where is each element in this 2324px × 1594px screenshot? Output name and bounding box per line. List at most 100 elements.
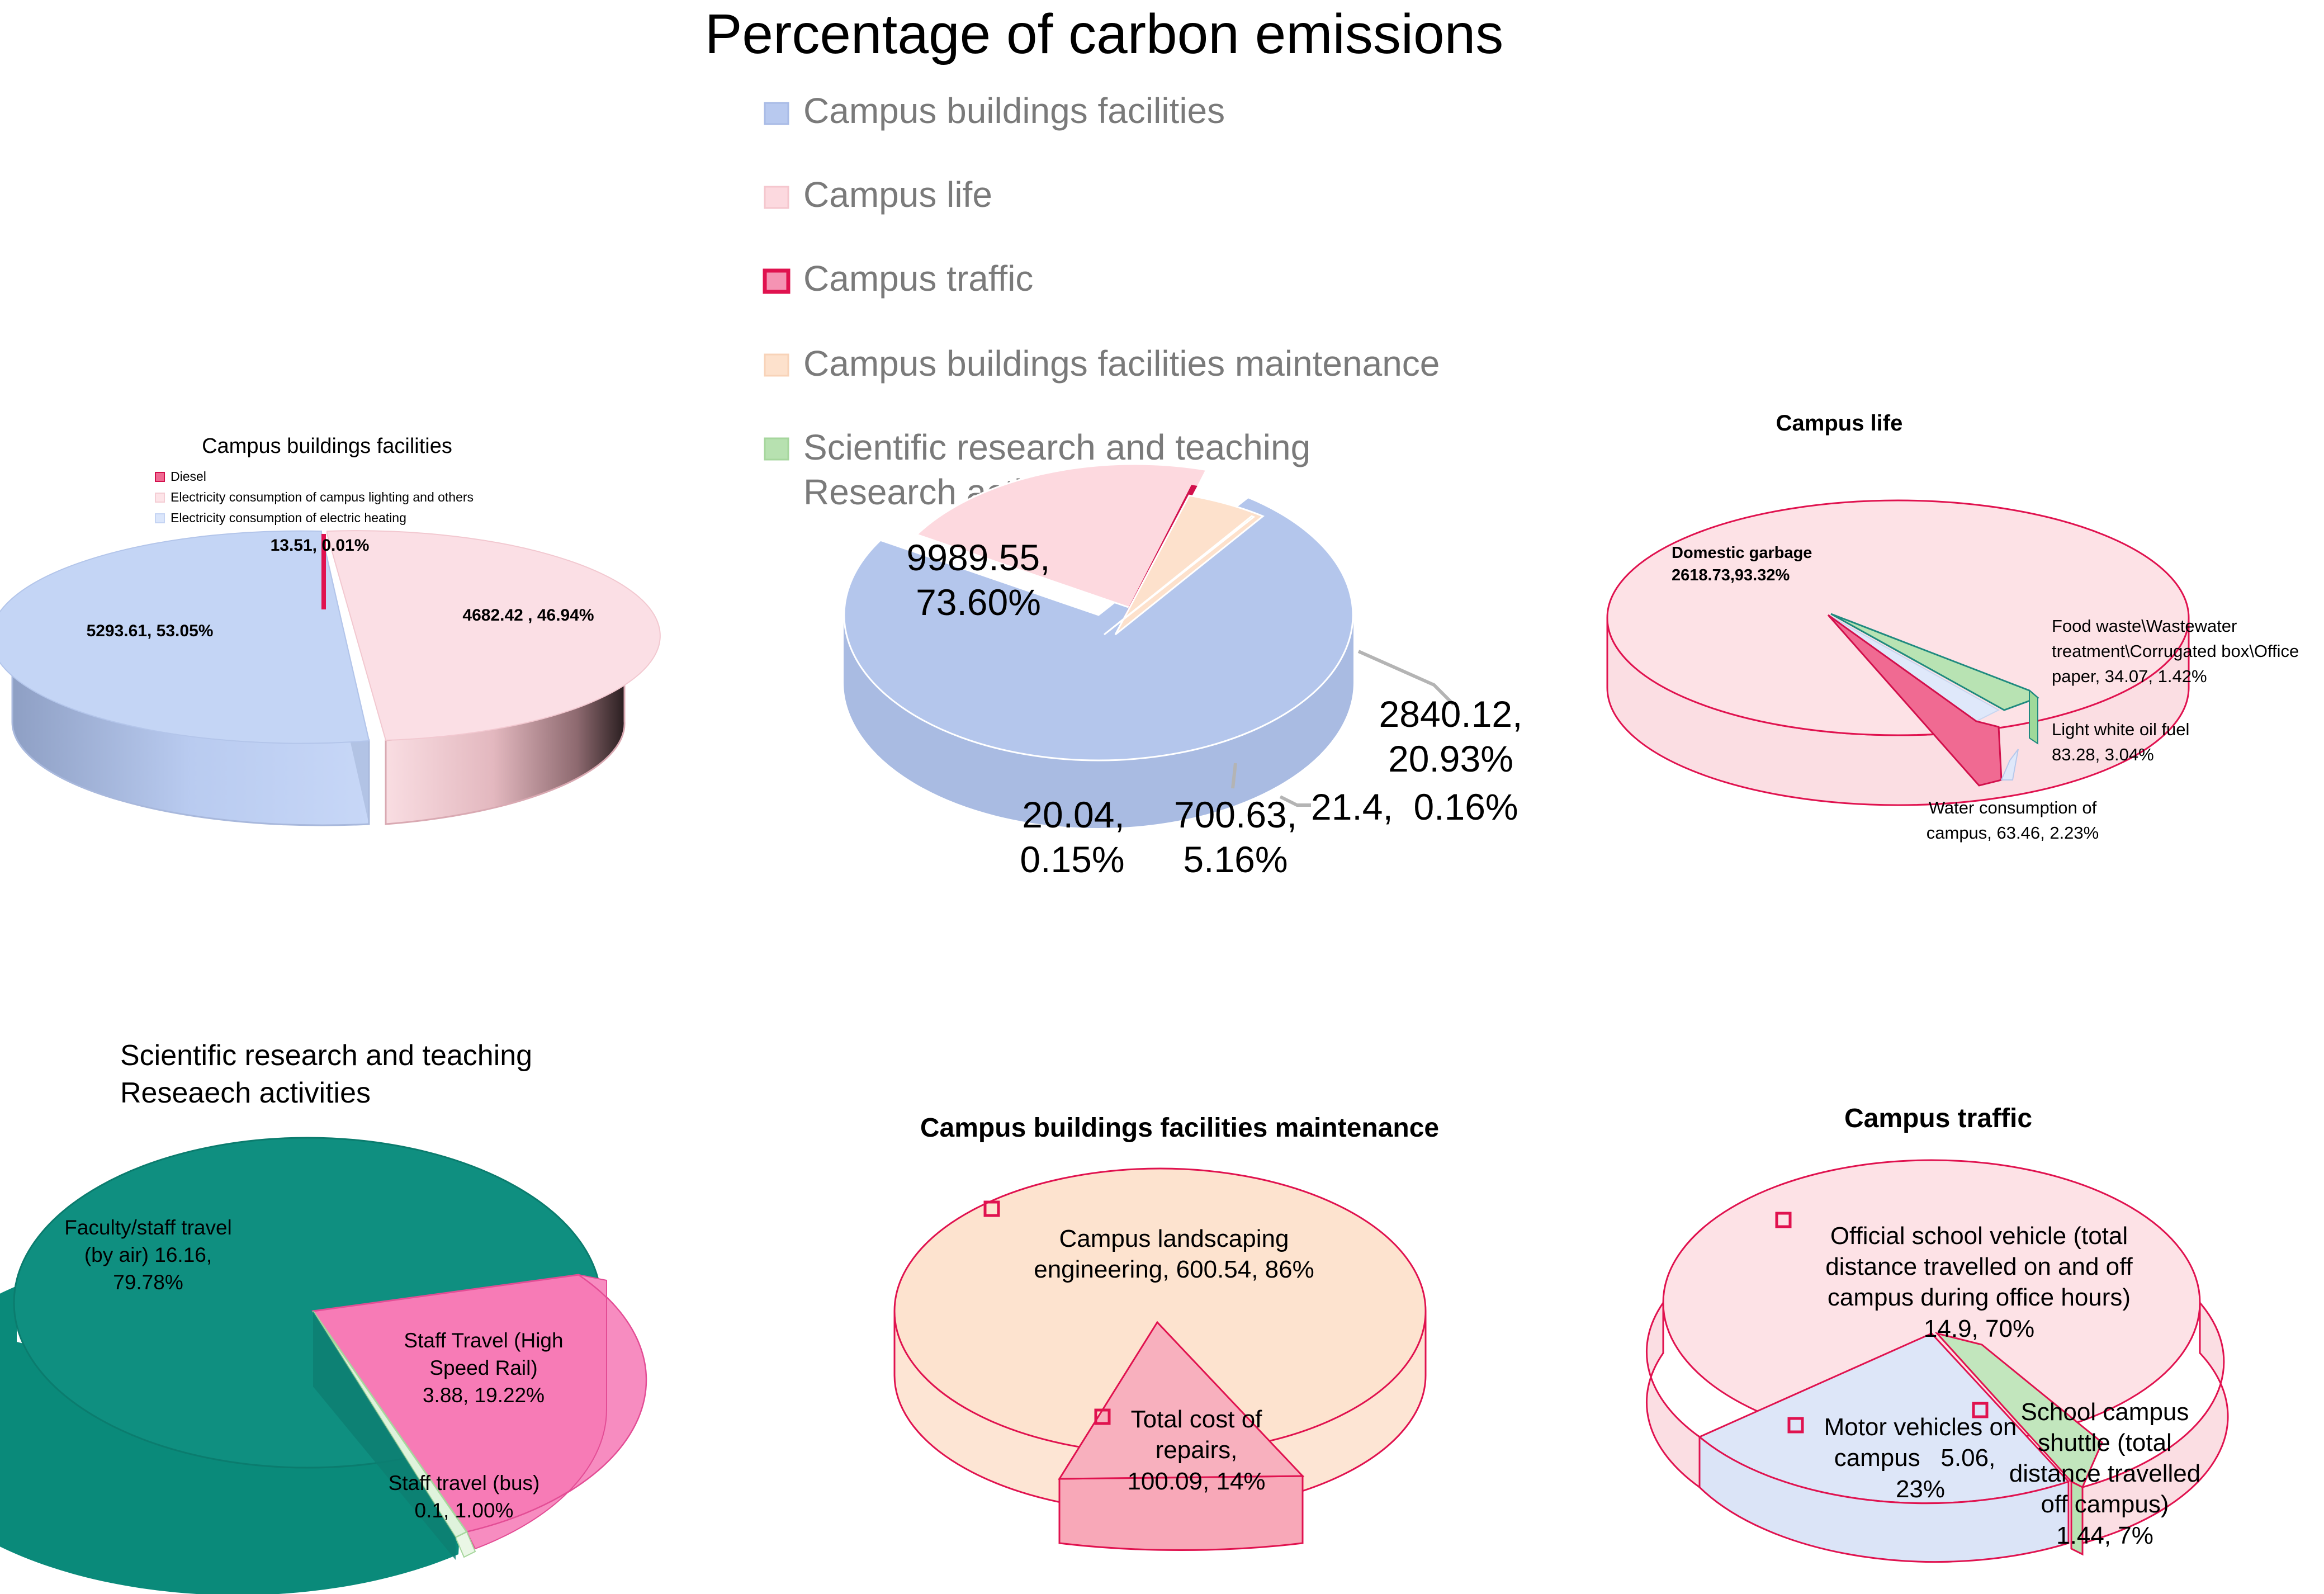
main-slice-buildings xyxy=(843,496,1354,761)
traffic-marker-shuttle xyxy=(1972,1402,1989,1418)
life-label-oil-l1: Light white oil fuel xyxy=(2052,720,2189,739)
main-label-maintenance-value: 700.63, xyxy=(1174,794,1297,835)
buildings-legend-swatch-heating xyxy=(155,513,165,523)
research-pie xyxy=(0,1137,647,1594)
buildings-legend-heating: Electricity consumption of electric heat… xyxy=(171,510,406,525)
main-label-life-value: 2840.12, xyxy=(1379,693,1523,735)
research-title-l2: Reseaech activities xyxy=(120,1077,371,1109)
buildings-legend-lighting: Electricity consumption of campus lighti… xyxy=(171,490,474,504)
traffic-label-shuttle-l4: off campus) xyxy=(2041,1491,2169,1518)
research-label-air-l2: (by air) 16.16, xyxy=(84,1243,212,1266)
research-label-bus-l2: 0.1, 1.00% xyxy=(415,1499,514,1522)
life-title: Campus life xyxy=(1776,411,1903,436)
maintenance-label-landscaping-l1: Campus landscaping xyxy=(1059,1225,1289,1252)
maintenance-label-repairs-l3: 100.09, 14% xyxy=(1127,1468,1265,1495)
buildings-legend-swatch-diesel xyxy=(155,472,165,482)
traffic-label-official-l3: campus during office hours) xyxy=(1828,1284,2131,1311)
main-label-research-percent: 0.15% xyxy=(1020,839,1124,880)
main-label-life-percent: 20.93% xyxy=(1388,738,1513,779)
life-label-food-l3: paper, 34.07, 1.42% xyxy=(2052,666,2207,686)
traffic-label-shuttle-l2: shuttle (total xyxy=(2038,1429,2172,1456)
legend-label-life: Campus life xyxy=(803,174,992,215)
life-slice-water-side xyxy=(2000,749,2019,781)
buildings-slice-heating-top xyxy=(0,530,370,744)
research-label-rail-l3: 3.88, 19.22% xyxy=(423,1384,545,1407)
traffic-label-shuttle-l3: distance travelled xyxy=(2009,1460,2200,1487)
traffic-label-official-l2: distance travelled on and off xyxy=(1825,1253,2133,1280)
buildings-slice-lighting xyxy=(326,530,661,741)
traffic-side-official-right xyxy=(2081,1300,2229,1544)
traffic-slice-shuttle-side xyxy=(2070,1480,2084,1556)
main-slice-maintenance xyxy=(1114,494,1265,636)
buildings-legend-diesel: Diesel xyxy=(171,469,206,484)
life-label-food-l2: treatment\Corrugated box\Office xyxy=(2052,641,2299,661)
maintenance-marker-landscaping xyxy=(983,1200,1000,1217)
research-label-rail-l2: Speed Rail) xyxy=(429,1356,537,1379)
traffic-label-shuttle-l5: 1.44, 7% xyxy=(2056,1522,2153,1549)
research-slice-rail-side xyxy=(466,1274,647,1550)
buildings-pie xyxy=(0,530,661,826)
legend-label-maintenance: Campus buildings facilities maintenance xyxy=(803,343,1440,384)
main-slice-life xyxy=(915,463,1208,611)
legend-swatch-maintenance xyxy=(764,353,789,377)
main-label-research-value: 20.04, xyxy=(1022,794,1125,835)
research-label-air-l3: 79.78% xyxy=(113,1271,183,1294)
main-leader-maintenance xyxy=(1231,763,1237,789)
maintenance-marker-repairs xyxy=(1094,1408,1111,1425)
main-slice-research xyxy=(1104,515,1256,636)
life-label-food-l1: Food waste\Wastewater xyxy=(2052,616,2237,636)
maintenance-pie xyxy=(893,1167,1427,1551)
legend-label-buildings: Campus buildings facilities xyxy=(803,91,1225,131)
traffic-label-motor-l3: 23% xyxy=(1896,1475,1945,1503)
legend-swatch-life xyxy=(764,186,789,209)
maintenance-slice-repairs xyxy=(1058,1321,1305,1480)
traffic-label-motor-l2: campus 5.06, xyxy=(1834,1444,1996,1472)
life-slice-garbage xyxy=(1606,499,2190,736)
maintenance-label-landscaping-l2: engineering, 600.54, 86% xyxy=(1034,1256,1314,1283)
research-label-rail-l1: Staff Travel (High xyxy=(404,1329,563,1352)
legend-label-research: Scientific research and teaching xyxy=(803,427,1310,467)
buildings-label-heating: 5293.61, 53.05% xyxy=(87,622,214,640)
traffic-marker-motor xyxy=(1787,1417,1804,1434)
main-label-buildings-value: 9989.55, xyxy=(907,537,1050,578)
traffic-marker-official xyxy=(1775,1212,1792,1228)
main-leader-life xyxy=(1357,650,1455,706)
life-label-garbage-l1: Domestic garbage xyxy=(1672,544,1812,562)
life-label-garbage-l2: 2618.73,93.32% xyxy=(1672,566,1790,584)
traffic-slice-motor-side xyxy=(1698,1435,2070,1563)
main-label-traffic: 21.4, 0.16% xyxy=(1311,786,1518,827)
traffic-label-official-l4: 14.9, 70% xyxy=(1924,1315,2034,1342)
maintenance-label-repairs-l2: repairs, xyxy=(1156,1436,1238,1464)
research-title-l1: Scientific research and teaching xyxy=(120,1039,532,1072)
life-slice-oil xyxy=(1827,614,2003,787)
buildings-legend: Diesel Electricity consumption of campus… xyxy=(155,469,474,525)
legend-swatch-buildings xyxy=(764,102,789,125)
traffic-label-shuttle-l1: School campus xyxy=(2021,1398,2189,1426)
main-pie-labels: 9989.55, 73.60% 2840.12, 20.93% 21.4, 0.… xyxy=(907,537,1523,880)
traffic-title: Campus traffic xyxy=(1844,1104,2032,1133)
life-label-oil-l2: 83.28, 3.04% xyxy=(2052,745,2154,764)
main-label-buildings-percent: 73.60% xyxy=(916,581,1041,623)
research-label-bus-l1: Staff travel (bus) xyxy=(389,1472,540,1494)
main-leader-traffic xyxy=(1279,795,1311,807)
legend-label-traffic: Campus traffic xyxy=(803,258,1033,299)
research-slice-bus-side xyxy=(455,1531,476,1558)
legend-swatch-research xyxy=(764,437,789,461)
life-label-water-l1: Water consumption of xyxy=(1929,798,2097,817)
maintenance-title: Campus buildings facilities maintenance xyxy=(920,1113,1439,1143)
main-legend: Campus buildings facilities Campus life … xyxy=(763,91,1440,512)
traffic-pie xyxy=(1646,1159,2229,1563)
buildings-title: Campus buildings facilities xyxy=(202,434,452,458)
buildings-label-lighting: 4682.42 , 46.94% xyxy=(462,606,594,625)
life-label-water-l2: campus, 63.46, 2.23% xyxy=(1927,823,2099,843)
main-pie xyxy=(843,463,1354,828)
traffic-label-motor-l1: Motor vehicles on xyxy=(1824,1413,2017,1441)
buildings-legend-swatch-lighting xyxy=(155,493,165,503)
traffic-slice-shuttle xyxy=(1934,1332,2103,1489)
legend-swatch-traffic xyxy=(763,268,791,294)
life-slice-food-side xyxy=(2029,689,2038,745)
research-cut-face xyxy=(313,1311,456,1560)
life-pie xyxy=(1606,499,2190,806)
maintenance-slice-repairs-side xyxy=(1058,1475,1304,1551)
